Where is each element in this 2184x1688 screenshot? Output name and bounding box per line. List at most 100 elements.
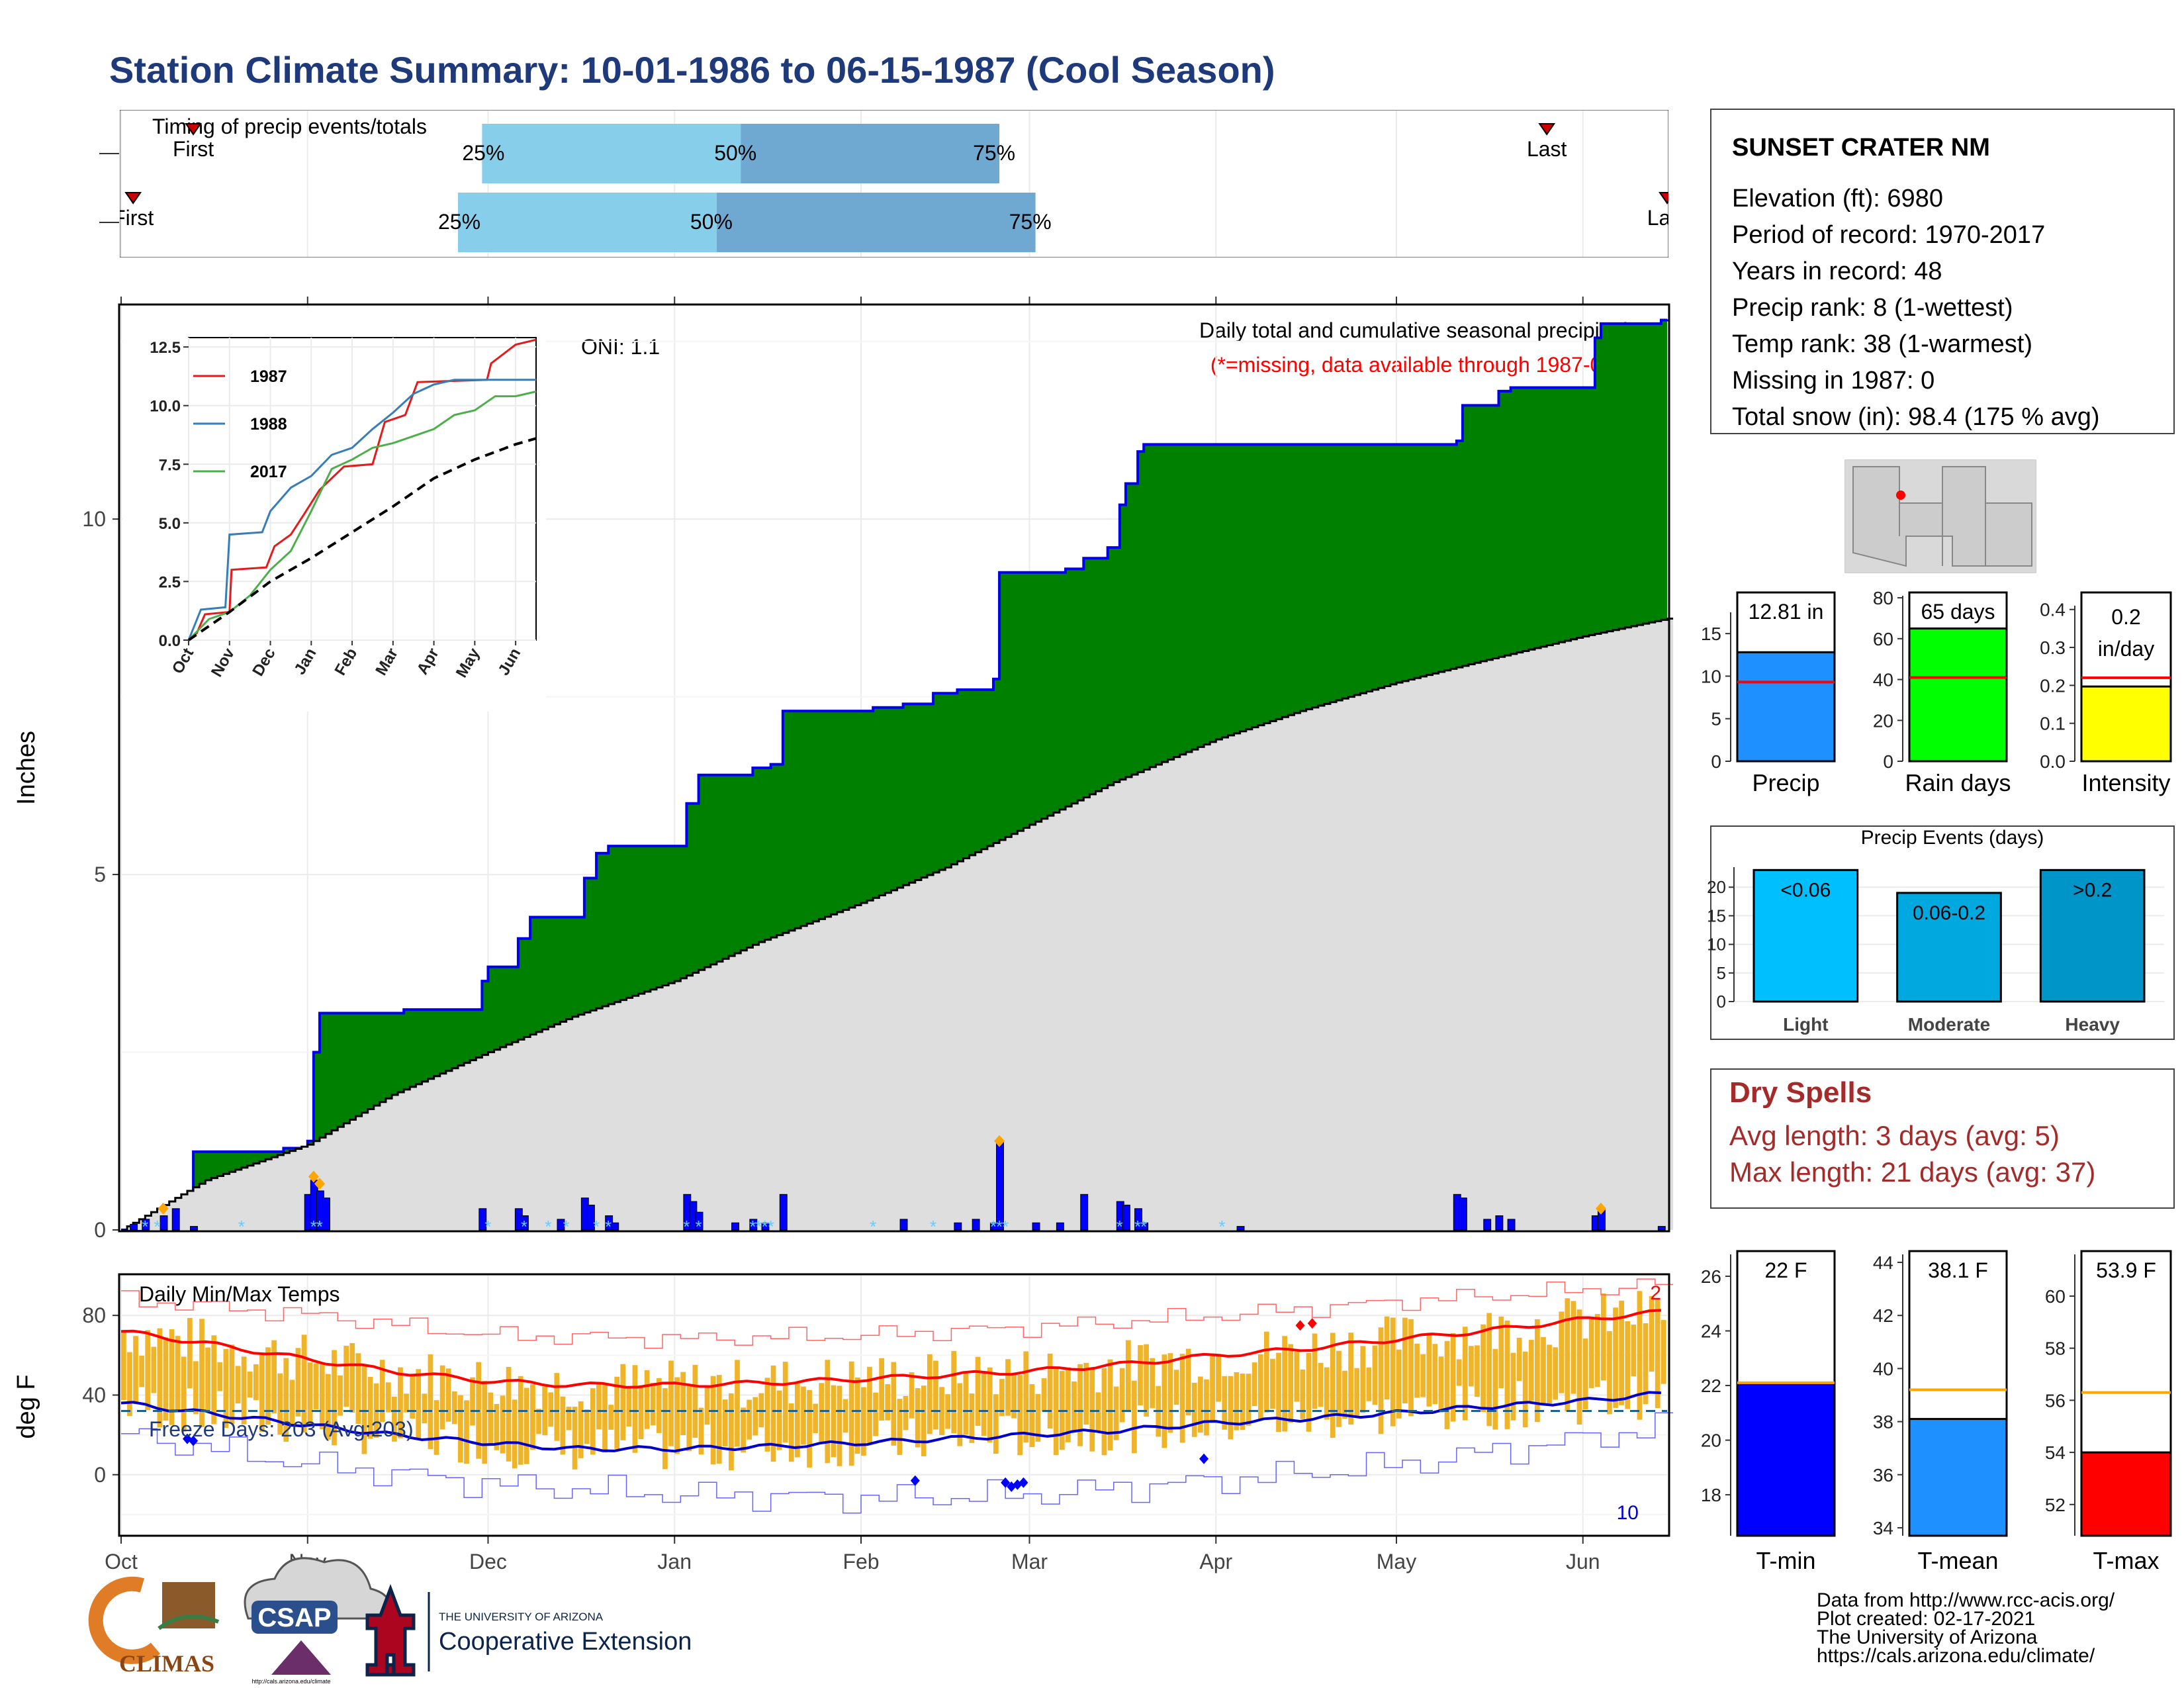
intensity-value: in/day [2098, 637, 2154, 661]
station-missing: Missing in 1987: 0 [1732, 367, 1934, 395]
events-bar-label: 0.06-0.2 [1913, 902, 1985, 924]
precip-ytick-label: 5 [94, 863, 106, 886]
daily-temp-bar [458, 1395, 463, 1463]
daily-temp-bar [1095, 1392, 1101, 1432]
daily-temp-bar [741, 1407, 746, 1453]
location-map [1844, 459, 2036, 573]
daily-temp-bar [1390, 1317, 1396, 1427]
daily-temp-bar [1348, 1333, 1353, 1425]
inset-ytick-label: 5.0 [159, 515, 181, 533]
small-ytick-label: 42 [1873, 1305, 1893, 1326]
small-ytick-label: 0.3 [2040, 637, 2066, 658]
daily-temp-bar [326, 1374, 331, 1440]
events-ytick-label: 0 [1717, 992, 1726, 1011]
daily-temp-bar [1450, 1333, 1456, 1422]
daily-temp-bar [770, 1365, 776, 1462]
daily-temp-bar [199, 1319, 205, 1427]
daily-temp-bar [644, 1370, 650, 1429]
station-precip-rank: Precip rank: 8 (1-wettest) [1732, 294, 2013, 322]
snow-marker: * [316, 1217, 323, 1237]
dry-spells-box: Dry Spells Avg length: 3 days (avg: 5) M… [1710, 1068, 2175, 1209]
record-min-line [121, 1412, 1674, 1514]
daily-temp-bar [151, 1346, 157, 1393]
daily-temp-bar [909, 1372, 915, 1419]
small-ytick-label: 24 [1701, 1321, 1721, 1342]
university-of-arizona-logo: THE UNIVERSITY OF ARIZONA Cooperative Ex… [365, 1583, 692, 1677]
daily-temp-bar [392, 1396, 397, 1442]
tmax-chart: 52 54 56 58 60 53.9 F T-max [2045, 1250, 2172, 1574]
small-ytick-label: 22 [1701, 1376, 1721, 1396]
snow-marker: * [768, 1217, 774, 1237]
daily-temp-bar [416, 1369, 422, 1438]
daily-temp-bar [313, 1363, 319, 1410]
daily-precip-bar [322, 1197, 330, 1231]
snow-marker: * [749, 1217, 756, 1237]
daily-temp-bar [957, 1383, 963, 1446]
daily-temp-bar [614, 1376, 620, 1449]
daily-temp-bar [1619, 1300, 1625, 1405]
daily-temp-bar [842, 1399, 848, 1433]
snow-marker: * [238, 1217, 245, 1237]
precip-ytick-label: 0 [94, 1218, 106, 1242]
temp-xtick-label: Apr [1199, 1550, 1232, 1573]
daily-temp-bar [289, 1380, 295, 1427]
station-elevation: Elevation (ft): 6980 [1732, 185, 1943, 212]
timing-q75-label: 75% [1009, 210, 1052, 234]
temp-xtick-label: Dec [469, 1550, 507, 1573]
daily-temp-bar [1631, 1325, 1637, 1377]
inset-ytick-label: 10.0 [150, 398, 181, 416]
daily-temp-bar [1270, 1358, 1275, 1409]
precip-ylabel: Inches [13, 731, 40, 805]
dry-spells-max: Max length: 21 days (avg: 37) [1729, 1156, 2095, 1188]
record-high-marker [1307, 1318, 1317, 1329]
snow-marker: * [1002, 1217, 1009, 1237]
daily-precip-bar [520, 1215, 529, 1231]
daily-temp-bar [776, 1390, 782, 1450]
small-ytick-label: 40 [1873, 670, 1893, 690]
inset-legend-label: 2017 [250, 463, 287, 481]
daily-temp-bar [927, 1354, 933, 1434]
events-ytick-label: 20 [1707, 877, 1726, 897]
daily-temp-bar [1257, 1354, 1263, 1421]
daily-temp-bar [963, 1371, 969, 1435]
daily-temp-bar [343, 1346, 349, 1407]
record-max-line [121, 1278, 1674, 1349]
daily-temp-bar [319, 1363, 325, 1430]
daily-temp-bar [1047, 1353, 1053, 1429]
daily-temp-bar [1594, 1313, 1600, 1387]
daily-temp-bar [1113, 1386, 1119, 1440]
small-ytick-label: 10 [1701, 666, 1721, 686]
daily-precip-bar [1134, 1208, 1142, 1231]
snow-marker: * [683, 1217, 690, 1237]
daily-temp-bar [211, 1335, 217, 1425]
daily-temp-bar [193, 1361, 199, 1415]
daily-precip-bar [190, 1226, 198, 1231]
cumulative-precip-line [121, 318, 1668, 1231]
footer-line-1: Data from http://www.rcc-acis.org/ [1817, 1589, 2115, 1611]
tmax-label: T-max [2093, 1547, 2159, 1574]
daily-temp-bar [1240, 1374, 1246, 1430]
daily-temp-bar [1306, 1352, 1312, 1432]
daily-temp-bar [680, 1372, 686, 1436]
daily-temp-bar [410, 1375, 416, 1419]
snow-marker: * [142, 1217, 148, 1237]
snow-marker: * [154, 1217, 160, 1237]
record-precip-marker [314, 1178, 325, 1190]
footer-line-3: The University of Arizona [1817, 1626, 2038, 1648]
daily-temp-bar [1456, 1359, 1462, 1386]
daily-temp-bar [620, 1364, 626, 1440]
events-ytick-label: 10 [1707, 935, 1726, 955]
daily-temp-bar [1553, 1347, 1559, 1400]
daily-temp-bar [1661, 1320, 1666, 1384]
daily-temp-bar [1625, 1321, 1631, 1409]
temp-frame [118, 1273, 1670, 1537]
daily-temp-bar [1222, 1376, 1228, 1430]
daily-temp-bar [1576, 1309, 1582, 1425]
small-ytick-label: 0.0 [2040, 751, 2066, 772]
daily-temp-bar [494, 1403, 500, 1450]
daily-temp-bar [1041, 1378, 1047, 1412]
daily-temp-bar [1077, 1364, 1083, 1446]
daily-temp-bar [451, 1391, 457, 1425]
daily-temp-bar [1570, 1301, 1576, 1394]
rain-days-chart: 0 20 40 60 80 65 days Rain days [1873, 588, 2011, 796]
